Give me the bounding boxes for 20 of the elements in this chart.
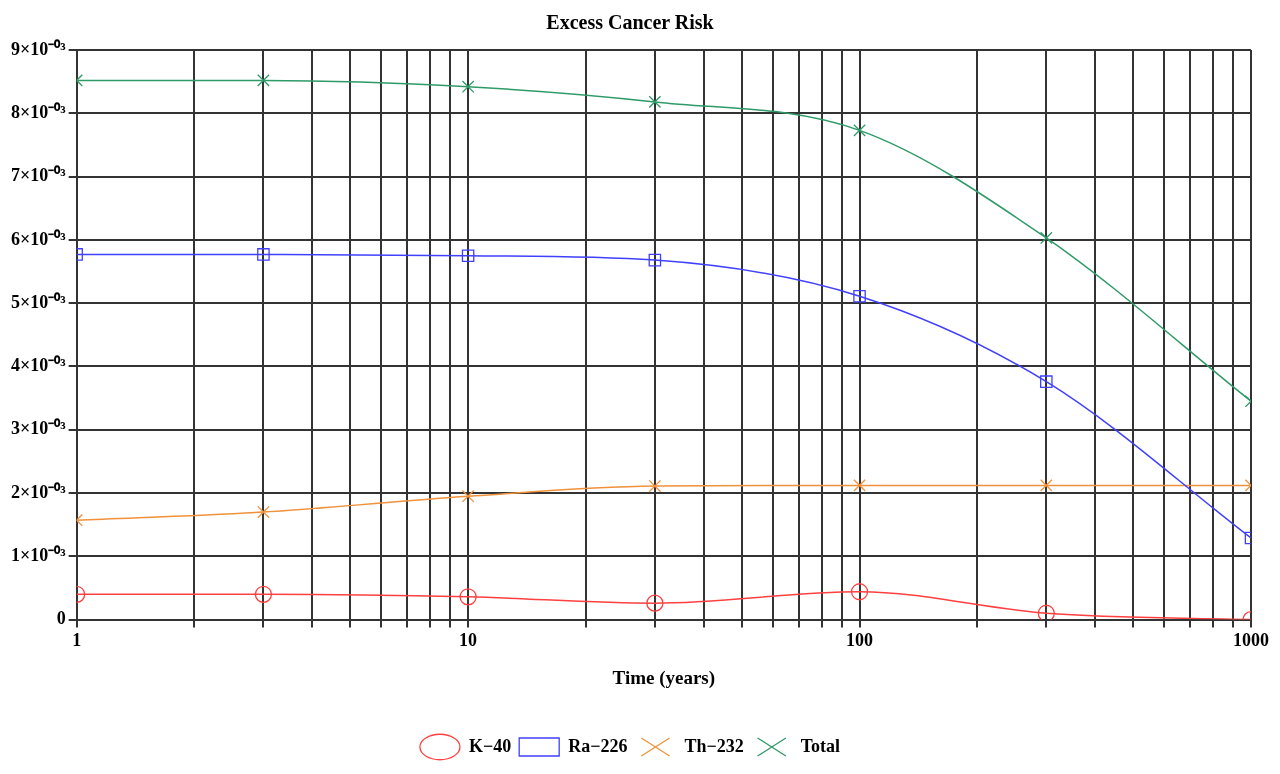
legend-label: K−40 (468, 735, 512, 756)
x-tick-label: 1000 (1233, 630, 1269, 651)
y-tick-label: 6×10⁻⁰³ (11, 228, 67, 249)
y-tick-label: 2×10⁻⁰³ (11, 481, 67, 502)
chart-title: Excess Cancer Risk (546, 11, 715, 34)
x-tick-label: 100 (846, 630, 874, 651)
legend-label: Th−232 (684, 735, 744, 756)
y-tick-label: 9×10⁻⁰³ (11, 38, 67, 59)
y-tick-label: 5×10⁻⁰³ (11, 291, 67, 312)
y-tick-label: 1×10⁻⁰³ (11, 544, 67, 565)
legend-label: Total (800, 735, 841, 756)
x-axis-title: Time (years) (612, 666, 716, 689)
y-tick-label: 3×10⁻⁰³ (11, 418, 67, 439)
y-tick-label: 8×10⁻⁰³ (11, 101, 67, 122)
y-tick-label: 7×10⁻⁰³ (11, 165, 67, 186)
x-tick-label: 10 (459, 630, 478, 651)
x-tick-label: 1 (72, 630, 82, 651)
y-tick-label: 0 (56, 608, 66, 629)
legend-label: Ra−226 (568, 735, 628, 756)
y-tick-label: 4×10⁻⁰³ (11, 355, 67, 376)
